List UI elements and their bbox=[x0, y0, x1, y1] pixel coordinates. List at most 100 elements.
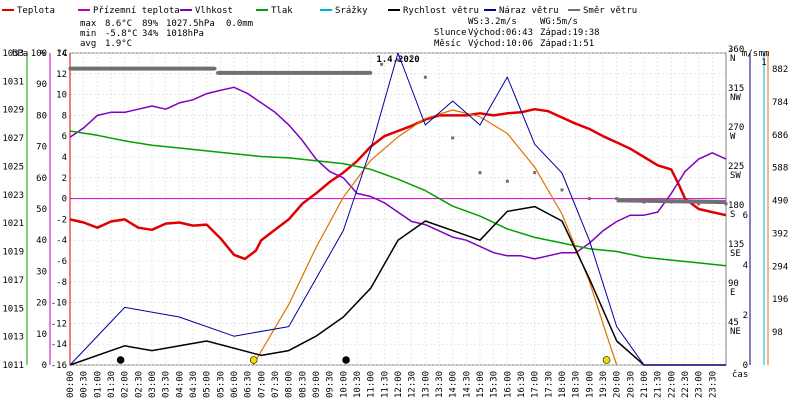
temperature-tick: 4 bbox=[62, 153, 67, 163]
x-tick-label: 13:30 bbox=[435, 371, 445, 398]
x-tick-label: 08:30 bbox=[298, 371, 308, 398]
humidity-tick: 90 bbox=[36, 80, 47, 90]
temperature-tick: -6 bbox=[56, 257, 67, 267]
solar-tick: 784 bbox=[772, 98, 788, 108]
direction-axis-label: ° bbox=[728, 49, 733, 59]
temperature-tick: -16 bbox=[51, 361, 67, 371]
x-tick-label: 04:30 bbox=[189, 371, 199, 398]
x-tick-label: 12:30 bbox=[408, 371, 418, 398]
x-tick-label: 06:30 bbox=[244, 371, 254, 398]
x-axis-label: čas bbox=[732, 369, 748, 380]
x-tick-label: 15:00 bbox=[476, 371, 486, 398]
x-tick-label: 14:00 bbox=[449, 371, 459, 398]
temperature-tick: 6 bbox=[62, 132, 67, 142]
wind-direction-plateau bbox=[616, 198, 727, 205]
legend-label: Náraz větru bbox=[499, 6, 559, 16]
hpa-tick: 1033 bbox=[2, 49, 24, 59]
stat-moon-label: Měsíc bbox=[434, 39, 461, 49]
legend-label: Vlhkost bbox=[195, 6, 233, 16]
x-tick-label: 16:30 bbox=[517, 371, 527, 398]
x-tick-label: 03:30 bbox=[162, 371, 172, 398]
direction-tick: 90 bbox=[728, 279, 739, 289]
wind-direction-point bbox=[423, 75, 427, 79]
solar-tick: 588 bbox=[772, 164, 788, 174]
x-tick-label: 16:00 bbox=[503, 371, 513, 398]
wind-direction-point bbox=[478, 171, 482, 175]
wind-direction-point bbox=[587, 197, 591, 201]
legend-label: Srážky bbox=[335, 6, 368, 16]
direction-tick: 135 bbox=[728, 240, 744, 250]
solar-tick: 882 bbox=[772, 65, 788, 75]
stat-avg-temp: 1.9°C bbox=[105, 39, 132, 49]
direction-tick: 315 bbox=[728, 84, 744, 94]
wind-tick: 0 bbox=[743, 361, 748, 371]
humidity-tick: 70 bbox=[36, 143, 47, 153]
x-tick-label: 01:30 bbox=[107, 371, 117, 398]
x-tick-label: 20:00 bbox=[613, 371, 623, 398]
series-teplota bbox=[69, 107, 727, 261]
sunset-marker bbox=[602, 356, 611, 364]
series-rychlost-větru bbox=[69, 205, 726, 366]
stat-max-temp: 8.6°C bbox=[105, 19, 132, 29]
stat-wg: WG:5m/s bbox=[540, 17, 578, 27]
humidity-tick: 10 bbox=[36, 330, 47, 340]
x-tick-label: 11:30 bbox=[380, 371, 390, 398]
direction-tick-name: E bbox=[730, 288, 735, 298]
direction-tick-name: NE bbox=[730, 327, 741, 337]
temperature-tick: 10 bbox=[56, 91, 67, 101]
x-tick-label: 21:00 bbox=[640, 371, 650, 398]
x-tick-label: 02:00 bbox=[121, 371, 131, 398]
hpa-tick: 1013 bbox=[2, 333, 24, 343]
stat-sun-label: Slunce bbox=[434, 28, 467, 38]
legend-label: Rychlost větru bbox=[403, 6, 479, 16]
temperature-tick: -4 bbox=[56, 236, 67, 246]
x-tick-label: 14:30 bbox=[462, 371, 472, 398]
direction-tick: 270 bbox=[728, 123, 744, 133]
wind-tick: 2 bbox=[743, 311, 748, 321]
stat-min-press: 1018hPa bbox=[166, 29, 204, 39]
stat-moon-rise: Východ:10:06 bbox=[468, 39, 533, 49]
wind-tick: 6 bbox=[743, 211, 748, 221]
stat-max-press: 1027.5hPa bbox=[166, 19, 215, 29]
wind-direction-point bbox=[451, 136, 455, 140]
humidity-tick: 40 bbox=[36, 236, 47, 246]
hpa-tick: 1017 bbox=[2, 276, 24, 286]
sunrise-marker bbox=[249, 356, 258, 364]
x-tick-label: 07:00 bbox=[257, 371, 267, 398]
legend-label: Přízemní teplota bbox=[93, 6, 180, 16]
temperature-tick: 2 bbox=[62, 174, 67, 184]
temperature-tick: 14 bbox=[56, 49, 67, 59]
x-tick-label: 09:00 bbox=[312, 371, 322, 398]
humidity-tick: 80 bbox=[36, 111, 47, 121]
x-tick-label: 15:30 bbox=[490, 371, 500, 398]
temperature-tick: -2 bbox=[56, 215, 67, 225]
rain-axis-label: mm bbox=[759, 49, 770, 59]
temperature-axis-label: °C bbox=[57, 49, 68, 59]
x-tick-label: 05:00 bbox=[203, 371, 213, 398]
hpa-tick: 1019 bbox=[2, 248, 24, 258]
hpa-tick: 1021 bbox=[2, 219, 24, 229]
stat-min-label: min bbox=[80, 29, 96, 39]
x-tick-label: 02:30 bbox=[134, 371, 144, 398]
temperature-tick: -10 bbox=[51, 299, 67, 309]
hpa-tick: 1011 bbox=[2, 361, 24, 371]
hpa-axis-label: hPa bbox=[12, 49, 28, 59]
direction-tick: 45 bbox=[728, 318, 739, 328]
wind-direction-point bbox=[396, 58, 400, 62]
humidity-tick: 30 bbox=[36, 267, 47, 277]
x-tick-label: 19:30 bbox=[599, 371, 609, 398]
x-tick-label: 07:30 bbox=[271, 371, 281, 398]
x-tick-label: 00:00 bbox=[66, 371, 76, 398]
x-tick-label: 04:00 bbox=[175, 371, 185, 398]
direction-tick-name: W bbox=[730, 132, 736, 142]
humidity-tick: 60 bbox=[36, 174, 47, 184]
x-tick-label: 18:30 bbox=[572, 371, 582, 398]
x-tick-label: 19:00 bbox=[585, 371, 595, 398]
temperature-tick: 0 bbox=[62, 195, 67, 205]
solar-tick: 294 bbox=[772, 262, 788, 272]
humidity-tick: 100 bbox=[31, 49, 47, 59]
hpa-tick: 1027 bbox=[2, 134, 24, 144]
temperature-tick: -12 bbox=[51, 319, 67, 329]
x-tick-label: 17:00 bbox=[531, 371, 541, 398]
